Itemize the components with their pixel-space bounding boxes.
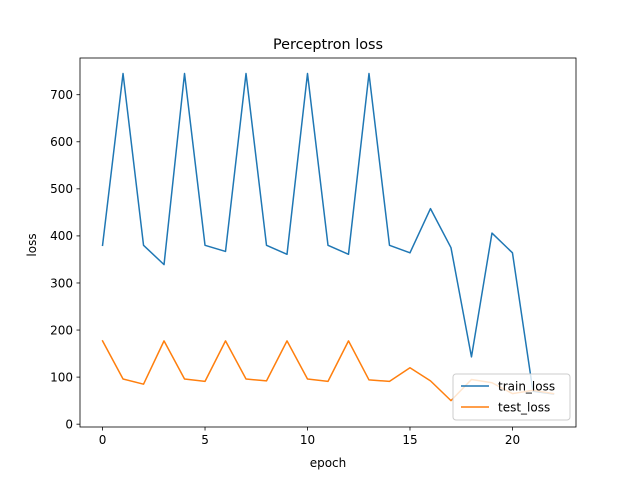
- x-tick-label-10: 10: [300, 433, 315, 447]
- x-tick-label-20: 20: [505, 433, 520, 447]
- y-tick-label-500: 500: [50, 182, 73, 196]
- y-tick-label-100: 100: [50, 370, 73, 384]
- y-tick-label-0: 0: [65, 417, 73, 431]
- y-tick-label-300: 300: [50, 276, 73, 290]
- x-tick-label-15: 15: [402, 433, 417, 447]
- x-axis-label: epoch: [310, 456, 347, 470]
- legend-label-test_loss: test_loss: [498, 400, 550, 414]
- y-tick-label-600: 600: [50, 135, 73, 149]
- legend: train_loss test_loss: [452, 373, 571, 421]
- y-tick-label-400: 400: [50, 229, 73, 243]
- chart-title: Perceptron loss: [273, 37, 383, 53]
- legend-label-train_loss: train_loss: [498, 379, 555, 393]
- x-tick-label-5: 5: [201, 433, 209, 447]
- y-axis-label: loss: [25, 233, 39, 256]
- series-line-train_loss: [101, 72, 555, 395]
- y-tick-label-200: 200: [50, 323, 73, 337]
- axes-frame: [79, 57, 577, 428]
- y-tick-label-700: 700: [50, 88, 73, 102]
- x-tick-label-0: 0: [99, 433, 107, 447]
